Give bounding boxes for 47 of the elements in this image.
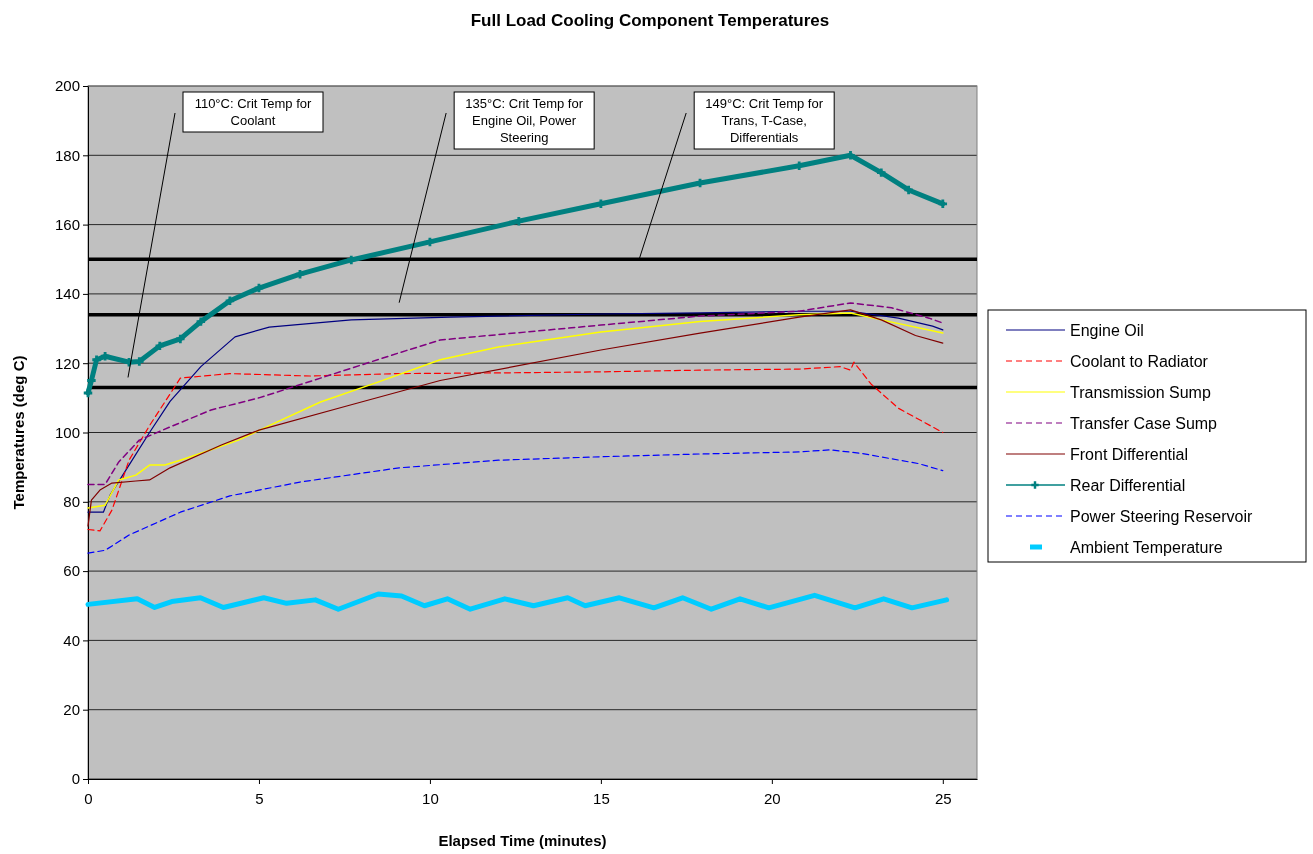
y-tick-label: 180 (54, 146, 80, 164)
y-tick-label: 20 (63, 701, 80, 718)
point (225, 296, 235, 306)
y-tick-label: 200 (54, 77, 80, 95)
y-tick-label: 60 (63, 562, 80, 580)
x-axis-title: Elapsed Time (minutes) (438, 832, 607, 849)
legend-label: Transmission Sump (1070, 384, 1211, 401)
chart-title: Full Load Cooling Component Temperatures (470, 11, 830, 30)
callout-box: 110°C: Crit Temp for Coolant (127, 91, 324, 378)
y-axis-title: Temperatures (deg C) (10, 355, 27, 510)
legend-label: Ambient Temperature (1070, 539, 1223, 556)
point (196, 317, 206, 326)
y-tick-label: 120 (54, 354, 80, 372)
annotation: 110°C: Crit Temp for Coolant (194, 96, 313, 128)
callout-box: 149°C: Crit Temp for Trans, T-Case, Differentials (638, 91, 835, 260)
point (904, 185, 913, 195)
point (100, 352, 110, 361)
annotation: 135°C: Crit Temp for Engine Oil, Power Steering (465, 96, 584, 145)
x-tick-label: 5 (255, 789, 264, 807)
y-tick-label: 40 (63, 631, 80, 649)
callout-box: 135°C: Crit Temp for Engine Oil, Power Steering (398, 91, 595, 304)
legend-label: Rear Differential (1070, 477, 1186, 494)
legend-label: Power Steering Reservoir (1070, 508, 1253, 525)
legend-label: Front Differential (1070, 446, 1188, 463)
legend-label: Engine Oil (1070, 322, 1144, 339)
point (514, 216, 524, 226)
legend-label: Coolant to Radiator (1070, 353, 1209, 370)
legend-label: Transfer Case Sump (1070, 415, 1218, 432)
point (877, 168, 886, 177)
point (176, 334, 185, 344)
x-tick-label: 0 (84, 789, 93, 807)
point (938, 199, 948, 209)
y-tick-label: 160 (54, 215, 80, 233)
y-tick-label: 100 (54, 423, 80, 441)
point (347, 255, 356, 265)
x-tick-label: 15 (593, 789, 610, 807)
annotation: 149°C: Crit Temp for Trans, T-Case, Differentials (705, 96, 824, 145)
y-tick-label: 80 (63, 493, 80, 511)
x-tick-label: 20 (764, 789, 781, 807)
line-series (87, 302, 944, 486)
y-tick-label: 0 (71, 770, 80, 788)
x-tick-label: 10 (422, 789, 439, 807)
x-tick-label: 25 (934, 789, 952, 807)
point (155, 341, 165, 351)
line-series (87, 449, 944, 554)
line-series (87, 361, 944, 532)
y-tick-label: 140 (54, 285, 80, 303)
